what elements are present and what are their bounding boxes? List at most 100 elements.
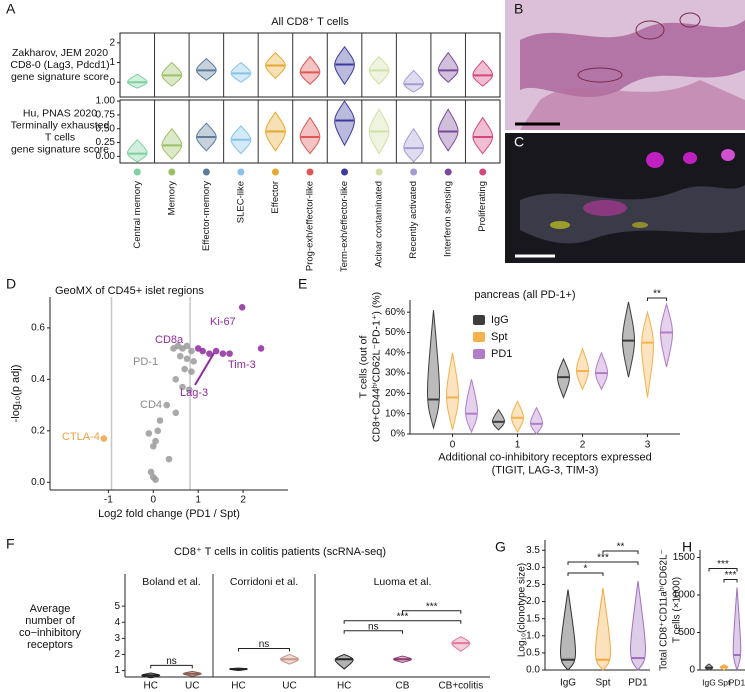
y-tick-label: 2.0 [526,596,540,607]
violin [334,653,354,670]
x-tick-label: 1 [195,495,201,506]
row-label: gene signature score [11,143,109,155]
category-dot [237,168,245,176]
x-tick-label: Interferon sensing [443,181,454,257]
y-tick-label: 500 [678,627,695,638]
legend-swatch [473,349,485,359]
significance-bracket [647,297,667,302]
point [199,347,206,355]
point [179,383,186,391]
category-dot [375,168,383,176]
panel-b-image: B [505,0,745,130]
x-tick-label: Acinar contaminated [374,181,385,268]
point [149,442,157,450]
point [145,430,153,437]
y-tick-label: 50% [385,327,405,338]
x-tick-label: UC [282,681,296,692]
point [172,376,180,383]
category-dot [410,168,418,176]
x-axis-label: Log2 fold change (PD1 / Spt) [98,508,240,520]
violin [560,589,576,671]
significance-bracket [723,579,738,583]
point [156,417,164,424]
study-name: Corridoni et al. [230,576,298,588]
y-tick-label: 0.5 [526,648,540,659]
significance-bracket [567,572,604,577]
point [257,345,265,352]
x-tick-label: Spt [595,678,610,689]
x-tick-label: Effector-memory [201,181,212,251]
significance-bracket [343,620,462,624]
significance-label: ** [653,289,661,300]
point [185,386,193,393]
category-dot [341,168,349,176]
significance-label: *** [597,553,609,564]
violin [403,127,424,163]
tissue [520,20,745,98]
chart-title: CD8⁺ T cells in colitis patients (scRNA-… [174,546,386,558]
y-tick-label: 0 [109,77,115,88]
significance-bracket [402,610,462,614]
y-tick-label: 2 [114,649,120,660]
category-dot [444,168,452,176]
y-axis-label: T cells (×1000) [672,577,683,643]
point [206,350,213,357]
x-tick-label: IgG [560,678,576,689]
panel-label: B [514,1,523,17]
legend-label: IgG [491,314,509,326]
annotation: CTLA-4 [62,431,100,443]
significance-bracket [567,561,639,566]
violin [403,69,424,93]
legend-label: Spt [491,331,508,343]
panel-c-image: C [505,133,745,263]
annotation-leader [194,352,215,386]
y-tick-label: 0.75 [96,110,116,121]
y-tick-label: 20% [385,388,405,399]
tissue [520,185,745,244]
violin [299,55,321,85]
y-tick-label: 1.0 [526,630,540,641]
study-name: Boland et al. [142,576,200,588]
point [212,347,220,355]
violin [334,100,355,147]
point [219,350,227,357]
point [181,365,189,373]
point [183,355,191,363]
point [188,368,195,375]
violin [595,587,611,671]
y-axis-label: receptors [27,639,73,651]
x-axis-label: Additional co-inhibitory receptors expre… [438,451,651,463]
y-tick-label: 0.0 [31,477,45,488]
category-dot [168,168,176,176]
point [190,358,197,365]
stain [632,222,648,228]
row-label: CD8-0 (Lag3, Pdcd1) [10,59,109,71]
category-dot [202,168,210,176]
significance-label: *** [725,570,737,581]
significance-label: ns [166,656,177,667]
significance-label: * [584,564,588,575]
x-tick-label: UC [185,681,199,692]
x-tick-label: -1 [104,495,113,506]
violin [732,587,742,672]
annotation: CD4 [140,399,162,411]
x-tick-label: Term-exh/effector-like [339,181,350,272]
y-axis-label: -log₁₀(p adj) [10,365,22,423]
row-label: Zakharov, JEM 2020 [12,47,108,59]
x-tick-label: HC [337,681,351,692]
point [172,409,180,417]
y-tick-label: 1 [114,665,120,676]
annotation: PD-1 [133,356,158,368]
x-tick-label: HC [231,681,245,692]
x-tick-label: Spt [718,677,731,687]
violin [437,51,459,83]
significance-bracket [150,664,193,669]
panel-label: G [495,539,506,555]
point [147,468,155,476]
y-axis-label: CD8+CD44ʰⁱCD62L⁻PD-1⁺) (%) [370,292,382,442]
x-tick-label: Recently activated [408,181,419,259]
violin [161,127,183,160]
chart-title: GeoMX of CD45+ islet regions [55,285,204,297]
significance-bracket [708,568,738,572]
point [183,342,191,350]
